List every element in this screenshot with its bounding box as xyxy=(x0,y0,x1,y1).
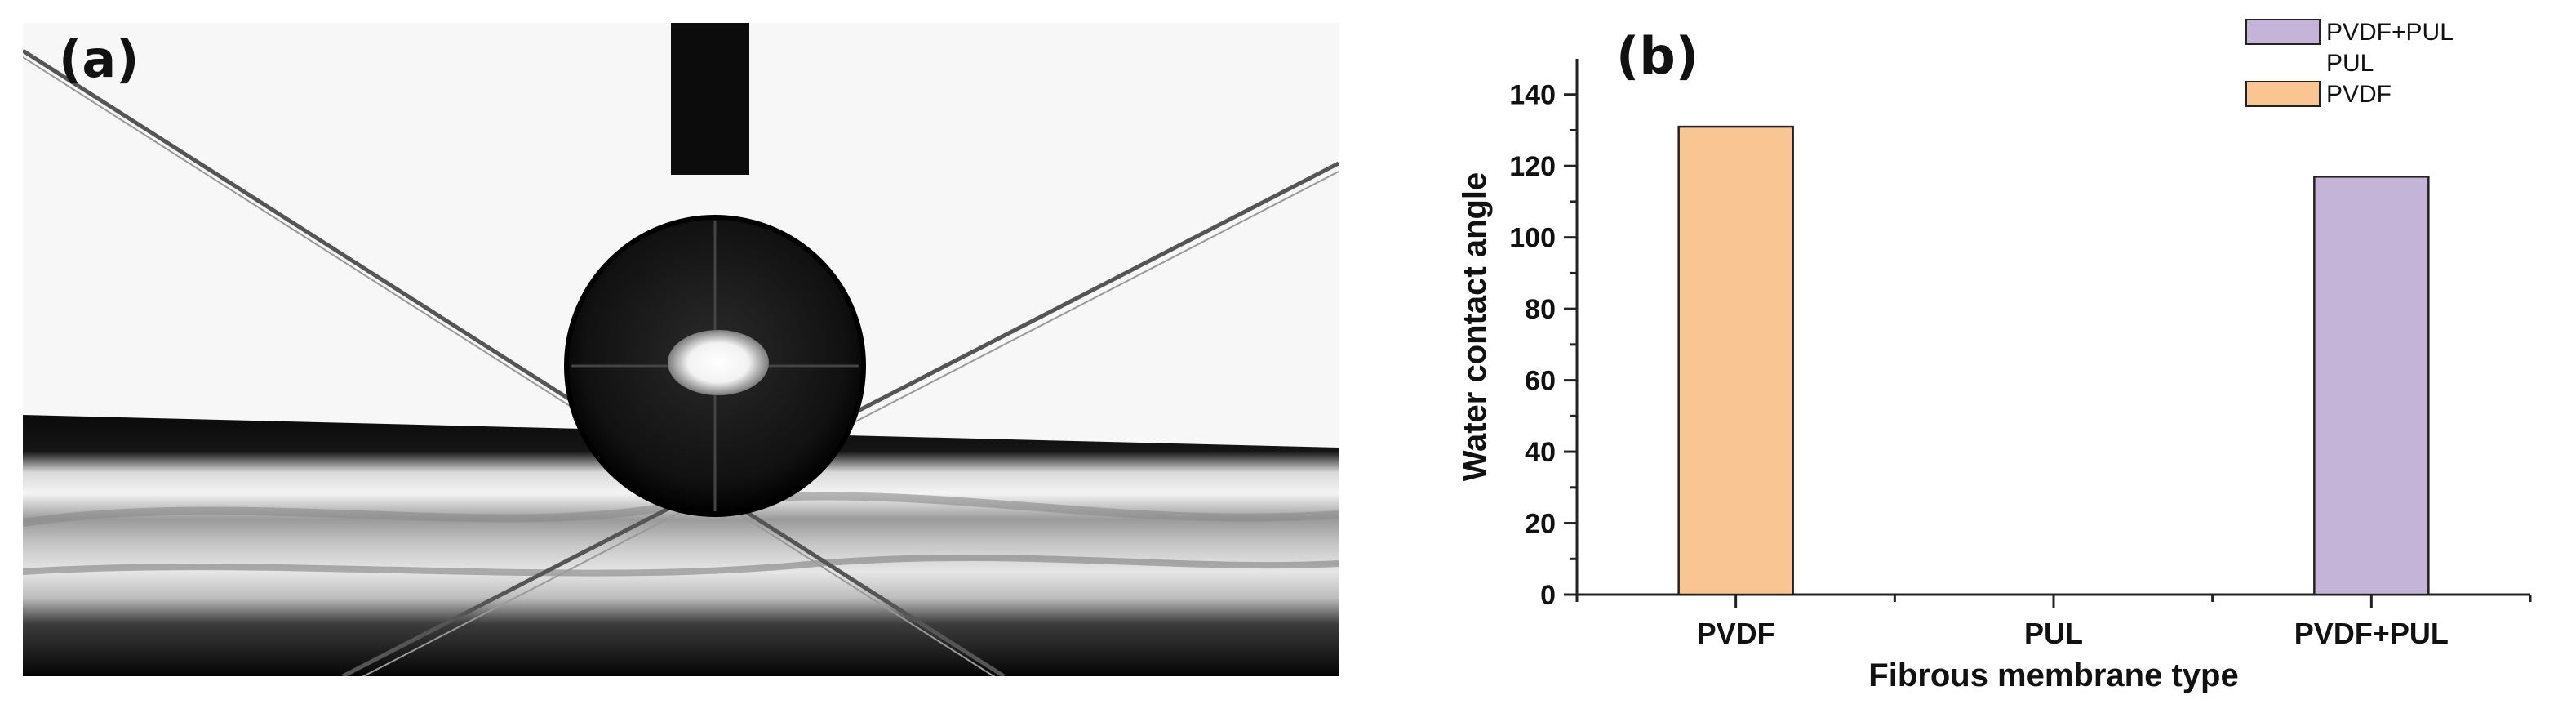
bars xyxy=(1677,125,2430,596)
substrate xyxy=(23,415,1339,676)
x-tick-label: PVDF xyxy=(1697,617,1775,650)
tangent-line-left xyxy=(23,48,1006,676)
x-axis-title: Fibrous membrane type xyxy=(1868,657,2238,693)
legend-label: PVDF+PUL xyxy=(2326,19,2454,46)
legend-swatch xyxy=(2245,19,2321,45)
legend: PVDF+PUL PUL PVDF xyxy=(2245,19,2454,108)
y-axis-title: Water contact angle xyxy=(1457,172,1493,482)
axes: 0 20 40 60 80 100 120 140 PVDF PUL PVDF+PUL xyxy=(1509,59,2532,650)
legend-label: PUL xyxy=(2326,50,2374,77)
y-tick-label: 60 xyxy=(1525,366,1556,397)
bar-chart: (b) 0 20 40 60 80 100 120 140 PVDF PUL PVDF+PUL PV… xyxy=(1457,19,2532,693)
y-tick-label: 100 xyxy=(1509,223,1556,254)
x-tick-label: PUL xyxy=(2024,617,2083,650)
legend-swatch xyxy=(2245,81,2321,107)
y-tick-label: 140 xyxy=(1509,80,1556,111)
contact-angle-chart-panel: (b) 0 20 40 60 80 100 120 140 PVDF PUL PVDF+PUL PV… xyxy=(1355,0,2576,718)
y-tick-label: 0 xyxy=(1540,580,1556,611)
legend-label: PVDF xyxy=(2326,81,2392,108)
x-tick-label: PVDF+PUL xyxy=(2294,617,2449,650)
droplet-glare xyxy=(668,330,769,395)
y-tick-label: 120 xyxy=(1509,151,1556,182)
y-tick-label: 40 xyxy=(1525,437,1556,468)
contact-angle-photo: (a) xyxy=(23,23,1339,676)
syringe-needle xyxy=(671,23,749,175)
panel-b-label: (b) xyxy=(1616,26,1699,86)
panel-a-label: (a) xyxy=(59,29,140,89)
bar-pvdf xyxy=(1677,125,1794,596)
bar-pvdf-pul xyxy=(2313,176,2430,596)
y-tick-label: 80 xyxy=(1525,294,1556,325)
contact-angle-photo-panel: (a) xyxy=(23,23,1339,676)
y-tick-label: 20 xyxy=(1525,509,1556,540)
